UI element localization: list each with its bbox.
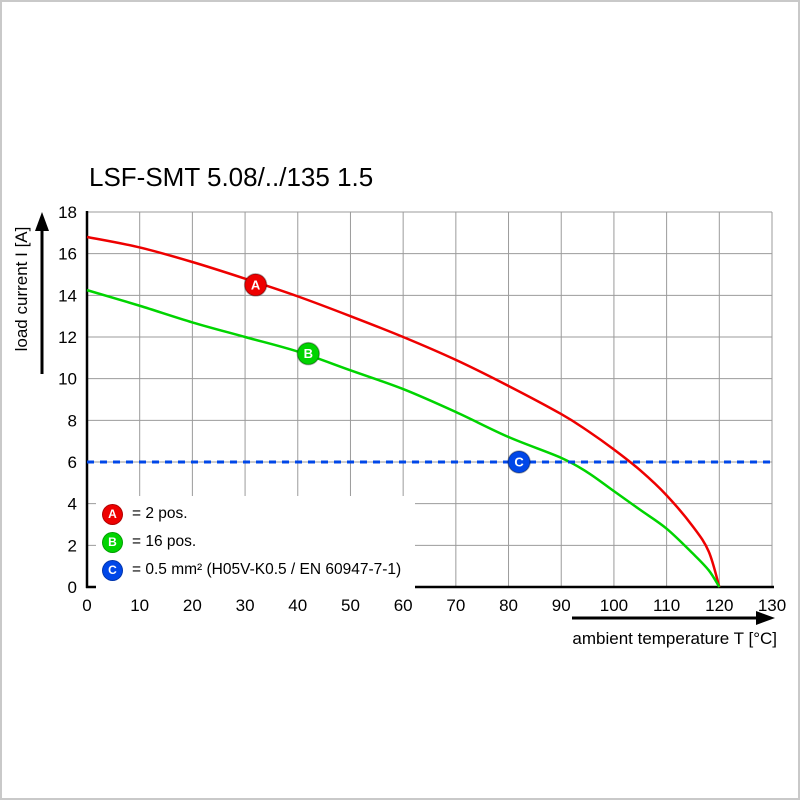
legend-item-2pos-label: = 2 pos. [132, 505, 188, 522]
svg-text:20: 20 [183, 596, 202, 615]
y-axis-label: load current I [A] [12, 226, 31, 352]
series-a-badge-icon: A [102, 503, 123, 525]
svg-text:30: 30 [236, 596, 255, 615]
svg-text:8: 8 [68, 411, 77, 430]
svg-text:0: 0 [82, 596, 91, 615]
svg-text:14: 14 [58, 286, 77, 305]
svg-text:16: 16 [58, 245, 77, 264]
svg-text:0: 0 [68, 578, 77, 597]
svg-text:130: 130 [758, 596, 786, 615]
svg-text:90: 90 [552, 596, 571, 615]
svg-text:C: C [514, 455, 524, 470]
legend-item-16pos-label: = 16 pos. [132, 533, 197, 550]
svg-text:40: 40 [288, 596, 307, 615]
svg-text:B: B [304, 346, 313, 361]
chart-legend: A = 2 pos. B = 16 pos. C = 0.5 mm² (H05V… [96, 496, 416, 590]
chart-title: LSF-SMT 5.08/../135 1.5 [89, 162, 374, 192]
svg-text:80: 80 [499, 596, 518, 615]
series-c-badge-icon: C [102, 559, 123, 581]
svg-text:10: 10 [130, 596, 149, 615]
svg-text:12: 12 [58, 328, 77, 347]
svg-text:60: 60 [394, 596, 413, 615]
svg-text:50: 50 [341, 596, 360, 615]
legend-item-2pos: A = 2 pos. [102, 500, 401, 528]
svg-text:A: A [251, 277, 261, 292]
svg-text:6: 6 [68, 453, 77, 472]
svg-text:4: 4 [68, 495, 77, 514]
legend-item-wire-spec-label: = 0.5 mm² (H05V-K0.5 / EN 60947-7-1) [132, 561, 402, 578]
svg-text:100: 100 [600, 596, 628, 615]
legend-item-wire-spec: C = 0.5 mm² (H05V-K0.5 / EN 60947-7-1) [102, 556, 401, 584]
svg-text:10: 10 [58, 370, 77, 389]
legend-item-16pos: B = 16 pos. [102, 528, 401, 556]
svg-text:2: 2 [68, 536, 77, 555]
svg-text:120: 120 [705, 596, 733, 615]
svg-text:110: 110 [653, 596, 680, 615]
svg-text:70: 70 [446, 596, 465, 615]
x-axis-label: ambient temperature T [°C] [572, 629, 777, 648]
series-b-badge-icon: B [102, 531, 123, 553]
svg-text:18: 18 [58, 203, 77, 222]
